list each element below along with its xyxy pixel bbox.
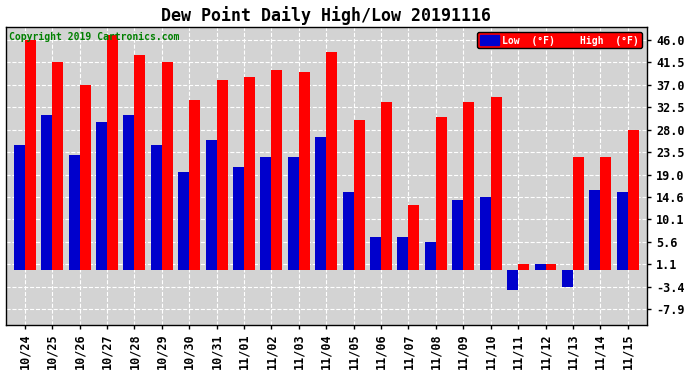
Bar <box>397 237 408 270</box>
Bar <box>161 63 172 270</box>
Bar <box>589 190 600 270</box>
Bar <box>14 145 25 270</box>
Bar <box>41 115 52 270</box>
Bar <box>189 100 200 270</box>
Bar <box>233 167 244 270</box>
Bar <box>573 158 584 270</box>
Bar <box>408 205 420 270</box>
Bar <box>326 53 337 270</box>
Bar <box>52 63 63 270</box>
Bar <box>518 264 529 270</box>
Title: Dew Point Daily High/Low 20191116: Dew Point Daily High/Low 20191116 <box>161 6 491 24</box>
Bar <box>271 70 282 270</box>
Bar <box>178 172 189 270</box>
Bar <box>381 102 392 270</box>
Bar <box>299 72 310 270</box>
Bar <box>217 80 228 270</box>
Bar <box>507 270 518 290</box>
Bar <box>480 197 491 270</box>
Bar <box>315 137 326 270</box>
Bar <box>79 85 90 270</box>
Bar <box>600 158 611 270</box>
Bar <box>96 122 107 270</box>
Bar <box>425 242 436 270</box>
Bar <box>354 120 364 270</box>
Bar <box>244 78 255 270</box>
Bar <box>453 200 463 270</box>
Bar <box>617 192 628 270</box>
Bar <box>135 55 146 270</box>
Text: Copyright 2019 Cartronics.com: Copyright 2019 Cartronics.com <box>9 32 179 42</box>
Bar <box>370 237 381 270</box>
Bar <box>562 270 573 287</box>
Bar <box>107 35 118 270</box>
Bar <box>25 40 36 270</box>
Bar <box>546 264 556 270</box>
Bar <box>260 158 271 270</box>
Bar <box>206 140 217 270</box>
Bar <box>124 115 135 270</box>
Bar <box>151 145 161 270</box>
Bar <box>343 192 354 270</box>
Bar <box>463 102 474 270</box>
Bar <box>288 158 299 270</box>
Bar <box>436 117 447 270</box>
Bar <box>628 130 639 270</box>
Bar <box>68 155 79 270</box>
Legend: Low  (°F), High  (°F): Low (°F), High (°F) <box>477 32 642 48</box>
Bar <box>535 264 546 270</box>
Bar <box>491 98 502 270</box>
